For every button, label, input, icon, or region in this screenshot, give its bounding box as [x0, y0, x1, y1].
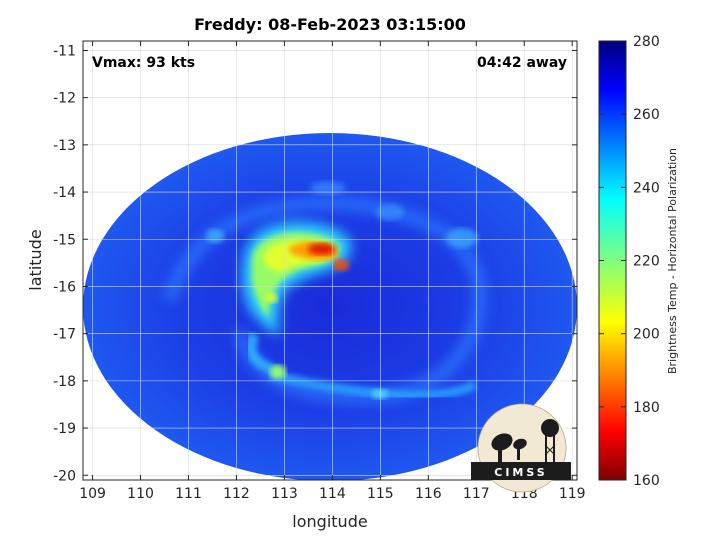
plot-title: Freddy: 08-Feb-2023 03:15:00: [194, 15, 466, 34]
south-rainband: [268, 370, 477, 400]
y-tick-label: -20: [53, 468, 76, 484]
colorbar-tick-label: 200: [633, 327, 660, 343]
storm-features: [163, 181, 487, 405]
convective-cell: [266, 293, 278, 303]
y-tick-label: -16: [53, 279, 76, 295]
eyewall-core-east: [333, 259, 349, 271]
x-tick-label: 111: [175, 486, 202, 502]
x-axis-label: longitude: [292, 512, 367, 531]
logo-text: CIMSS: [494, 466, 547, 479]
eyewall-core: [308, 243, 336, 255]
gridlines: [83, 41, 577, 480]
colorbar-tick-label: 280: [633, 34, 660, 50]
y-axis-label: latitude: [26, 229, 45, 290]
x-tick-label: 116: [415, 486, 442, 502]
outer-rainband: [163, 196, 487, 405]
x-tick-label: 109: [79, 486, 106, 502]
time-away-annotation: 04:42 away: [477, 55, 567, 71]
y-tick-label: -17: [53, 327, 76, 343]
convective-cell: [446, 228, 478, 248]
y-tick-label: -12: [53, 91, 76, 107]
convective-cell: [270, 365, 286, 379]
colorbar-ticks: 280 260 240 220 200 180 160: [599, 34, 660, 489]
x-tick-label: 112: [223, 486, 250, 502]
x-tick-label: 110: [127, 486, 154, 502]
y-tick-label: -14: [53, 185, 76, 201]
colorbar-tick-label: 260: [633, 107, 660, 123]
x-tick-label: 115: [367, 486, 394, 502]
x-tick-label: 114: [319, 486, 346, 502]
satellite-dish-icon: [491, 433, 527, 462]
y-tick-label: -11: [53, 43, 76, 59]
colorbar-tick-label: 240: [633, 180, 660, 196]
convective-cell: [310, 181, 346, 195]
convective-cell: [206, 229, 224, 243]
y-tick-label: -15: [53, 232, 76, 248]
colorbar-tick-label: 160: [633, 473, 660, 489]
cimss-logo: CIMSS: [471, 403, 571, 493]
vmax-annotation: Vmax: 93 kts: [92, 55, 195, 71]
colorbar-tick-label: 220: [633, 254, 660, 270]
colorbar-label: Brightness Temp - Horizontal Polarizatio…: [666, 148, 679, 374]
convective-cell: [376, 204, 404, 220]
axes-frame: [82, 40, 578, 481]
x-tick-label: 113: [271, 486, 298, 502]
colorbar-tick-label: 180: [633, 400, 660, 416]
swath-layer: [83, 133, 577, 480]
water-tower-icon: [541, 419, 559, 463]
y-tick-label: -18: [53, 374, 76, 390]
logo-band: [471, 462, 571, 480]
y-tick-label: -19: [53, 421, 76, 437]
convective-cell: [372, 389, 388, 399]
x-tick-label: 119: [559, 486, 586, 502]
y-tick-label: -13: [53, 138, 76, 154]
y-axis: -11 -12 -13 -14 -15 -16 -17 -18 -19 -20: [53, 43, 577, 484]
x-axis: 109 110 111 112 113 114 115 116 117 118 119: [79, 41, 586, 502]
x-tick-label: 117: [463, 486, 490, 502]
